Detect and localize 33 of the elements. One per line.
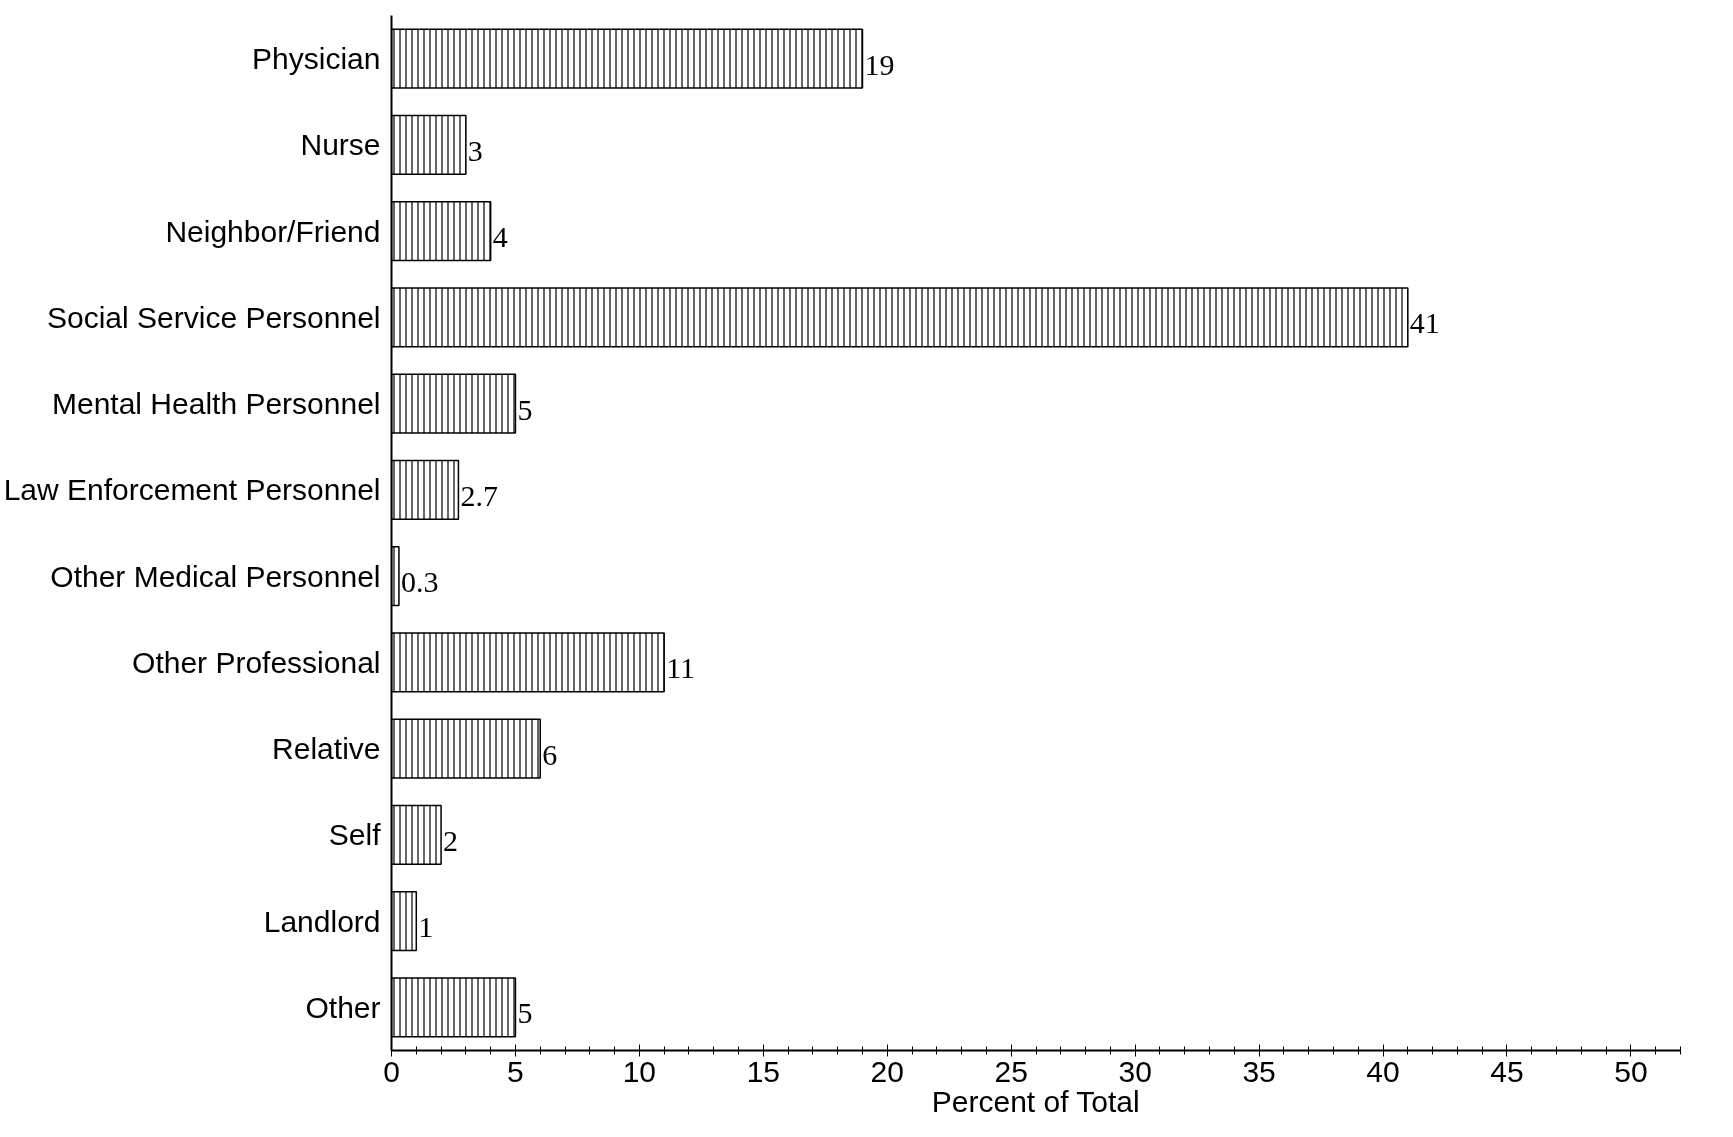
data-label: 1	[418, 910, 434, 944]
data-label: 3	[467, 133, 483, 167]
y-tick-label: Physician	[252, 42, 381, 76]
y-tick-label: Other Professional	[132, 645, 381, 679]
data-label: 41	[1409, 306, 1440, 340]
y-tick-label: Self	[328, 818, 382, 852]
data-label: 0.3	[400, 565, 439, 599]
data-label: 2	[443, 823, 459, 857]
x-tick-label: 45	[1490, 1054, 1524, 1088]
x-tick-label: 40	[1366, 1054, 1400, 1088]
y-tick-label: Neighbor/Friend	[165, 214, 381, 248]
y-tick-label: Landlord	[263, 904, 381, 938]
data-label: 6	[542, 737, 558, 771]
data-label: 5	[517, 996, 533, 1030]
x-tick-label: 5	[507, 1054, 524, 1088]
y-tick-label: Mental Health Personnel	[51, 387, 381, 421]
y-tick-label: Relative	[272, 732, 381, 766]
data-label: 11	[666, 651, 696, 685]
y-tick-label: Other	[305, 990, 381, 1024]
x-tick-label: 35	[1242, 1054, 1276, 1088]
data-label: 2.7	[460, 478, 498, 512]
y-tick-label: Nurse	[300, 128, 381, 162]
x-tick-label: 10	[622, 1054, 657, 1088]
y-tick-label: Other Medical Personnel	[50, 559, 381, 593]
x-tick-label: 20	[870, 1054, 904, 1088]
data-label: 19	[864, 47, 895, 81]
x-tick-label: 15	[746, 1054, 781, 1088]
x-tick-label: 50	[1614, 1054, 1648, 1088]
data-label: 4	[492, 220, 508, 254]
data-label: 5	[517, 392, 533, 426]
y-tick-label: Social Service Personnel	[47, 300, 381, 334]
y-tick-label: Law Enforcement Personnel	[3, 473, 381, 507]
x-tick-label: 0	[383, 1054, 400, 1088]
